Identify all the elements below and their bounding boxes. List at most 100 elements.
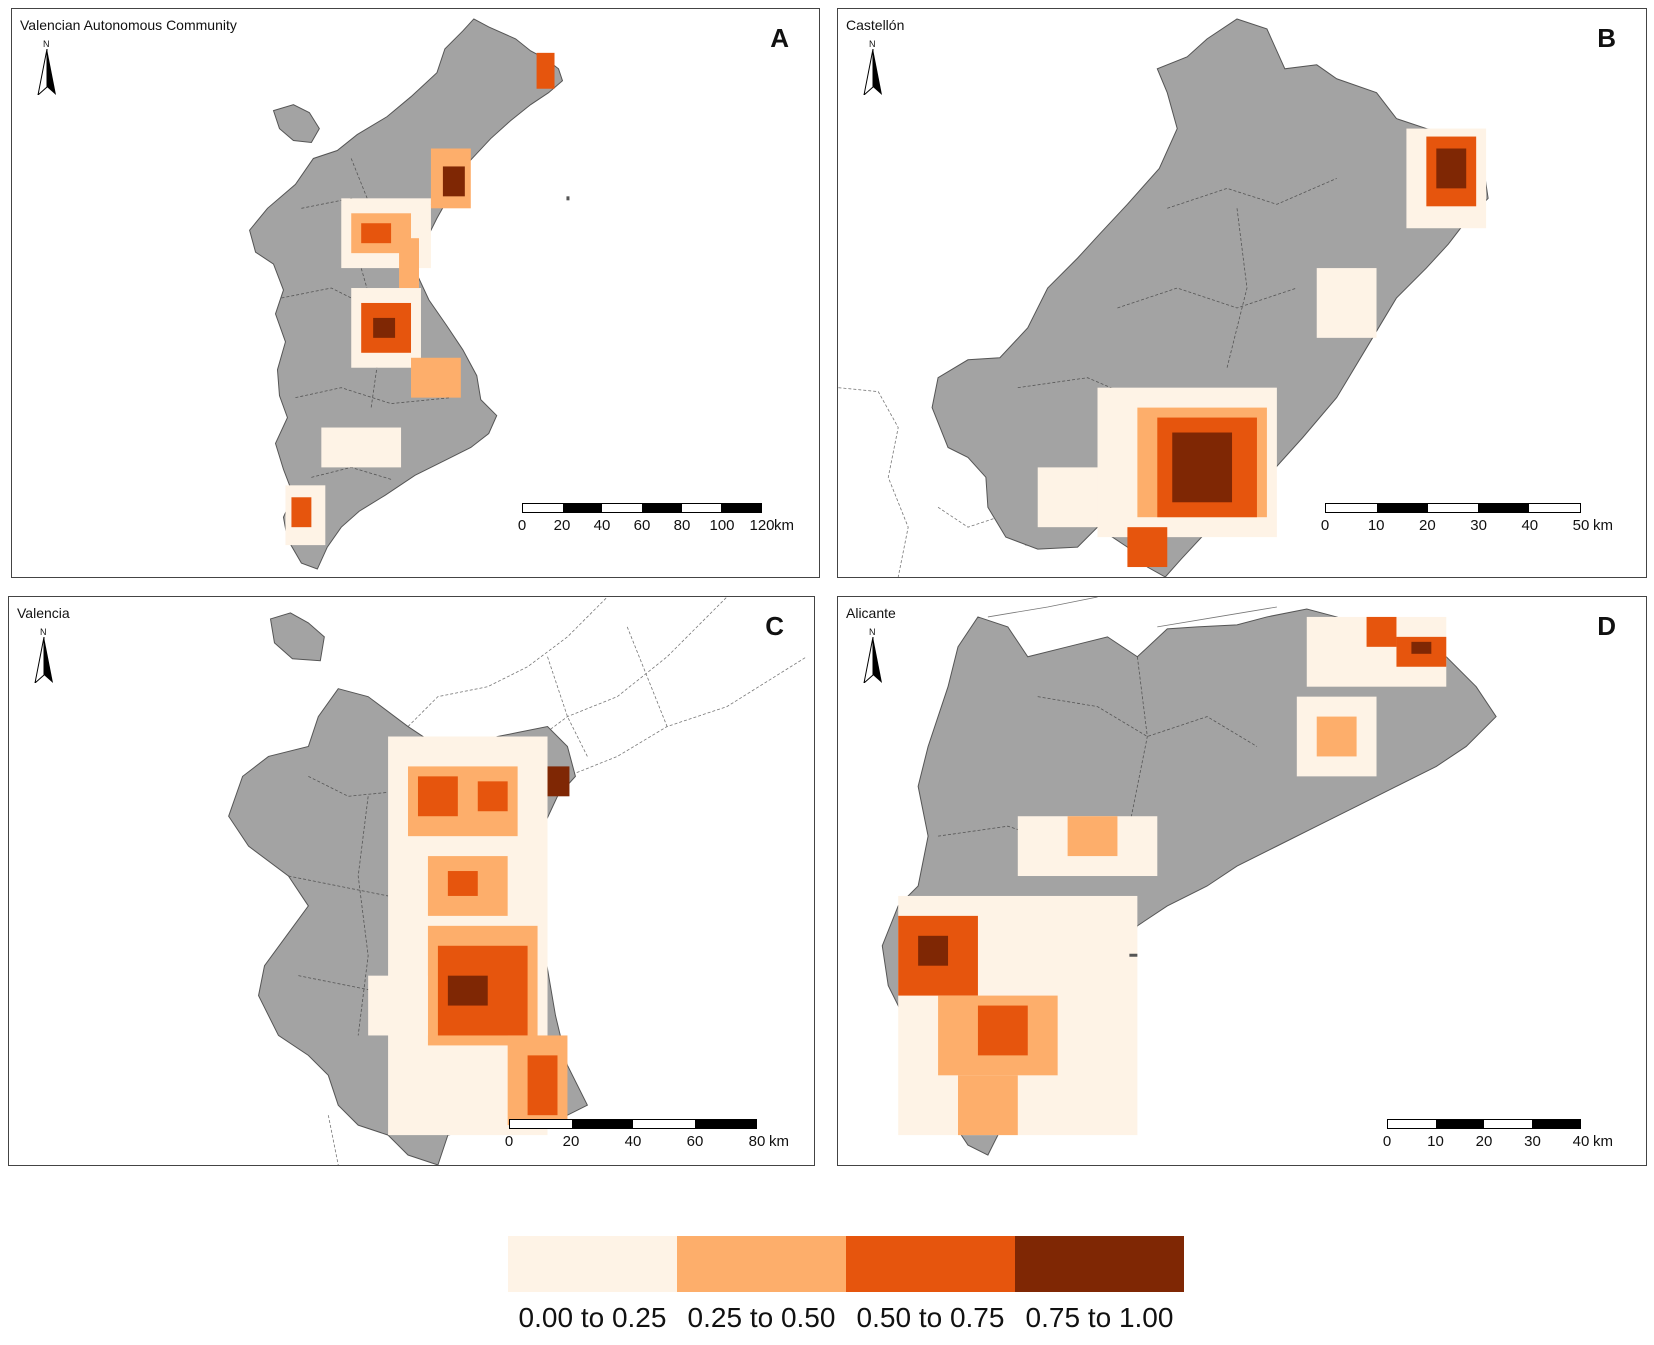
scale-tick-label: 20 xyxy=(1475,1133,1493,1150)
legend-swatches xyxy=(508,1236,1184,1292)
map-panel-c: Valencia C N 0 20 40 60 80 km xyxy=(8,596,815,1166)
legend-swatch xyxy=(677,1236,846,1292)
north-label: N xyxy=(43,39,50,49)
scale-bar: 0 10 20 30 40 50 km xyxy=(1321,503,1631,545)
island-shape xyxy=(269,612,325,662)
region-map-c xyxy=(228,597,807,1165)
scale-bar-segment xyxy=(1436,1120,1484,1128)
scale-bar-segment xyxy=(694,1120,756,1128)
scale-bar-segments xyxy=(1325,503,1581,513)
islet-shape xyxy=(566,196,570,201)
scale-tick-label: 20 xyxy=(1419,517,1436,534)
suitability-cells xyxy=(1037,128,1487,568)
scale-bar-segment xyxy=(1484,1120,1532,1128)
scale-bar-segment xyxy=(571,1120,633,1128)
legend-swatch xyxy=(846,1236,1015,1292)
scale-bar-segments xyxy=(522,503,762,513)
outside-borders xyxy=(987,597,1277,628)
scale-tick-label: 40 xyxy=(1521,517,1539,534)
scale-unit-label: km xyxy=(769,1133,789,1150)
map-panel-a: Valencian Autonomous Community A N 0 20 40… xyxy=(11,8,820,578)
legend: 0.00 to 0.25 0.25 to 0.50 0.50 to 0.75 0… xyxy=(508,1236,1184,1336)
scale-bar: 0 20 40 60 80 km xyxy=(505,1119,807,1161)
suitability-cells xyxy=(898,616,1447,1136)
scale-bar-segment xyxy=(523,504,563,512)
scale-tick-label: 20 xyxy=(553,517,571,534)
scale-unit-label: km xyxy=(774,517,794,534)
scale-tick-label: 10 xyxy=(1427,1133,1444,1150)
scale-tick-label: 20 xyxy=(562,1133,580,1150)
scale-bar-segment xyxy=(602,504,643,512)
scale-bar-segment xyxy=(642,504,682,512)
scale-tick-label: 80 xyxy=(673,517,691,534)
panel-title: Valencia xyxy=(17,605,70,621)
outside-borders xyxy=(327,597,807,1165)
region-map-a xyxy=(249,18,570,570)
panel-title: Alicante xyxy=(846,605,896,621)
panel-letter: D xyxy=(1597,611,1616,641)
scale-bar-segment xyxy=(721,504,762,512)
outside-borders xyxy=(838,387,1029,577)
panel-letter: B xyxy=(1597,23,1616,53)
scale-tick-label: 100 xyxy=(709,517,735,534)
legend-swatch xyxy=(1015,1236,1184,1292)
scale-tick-label: 40 xyxy=(624,1133,642,1150)
scale-bar-segment xyxy=(681,504,722,512)
legend-labels: 0.00 to 0.25 0.25 to 0.50 0.50 to 0.75 0… xyxy=(508,1302,1184,1334)
scale-tick-label: 40 xyxy=(1572,1133,1590,1150)
north-label: N xyxy=(869,627,876,637)
scale-tick-label: 40 xyxy=(593,517,611,534)
panel-letter: A xyxy=(770,23,789,53)
scale-bar-segments xyxy=(1387,1119,1581,1129)
scale-bar-segment xyxy=(1529,504,1580,512)
legend-label: 0.50 to 0.75 xyxy=(856,1302,1005,1333)
legend-label: 0.00 to 0.25 xyxy=(518,1302,667,1333)
scale-tick-label: 0 xyxy=(1320,517,1330,534)
scale-tick-label: 120 xyxy=(749,517,775,534)
scale-bar-segment xyxy=(562,504,603,512)
scale-tick-label: 30 xyxy=(1524,1133,1541,1150)
scale-tick-label: 10 xyxy=(1367,517,1385,534)
panel-title: Valencian Autonomous Community xyxy=(20,17,237,33)
scale-bar-segment xyxy=(510,1120,572,1128)
scale-bar-segment xyxy=(1388,1120,1436,1128)
scale-tick-label: 0 xyxy=(504,1133,514,1150)
region-map-b xyxy=(838,18,1489,577)
suitability-cells xyxy=(368,736,570,1136)
scale-bar: 0 10 20 30 40 km xyxy=(1383,1119,1631,1161)
scale-bar: 0 20 40 60 80 100 120 km xyxy=(518,503,812,545)
north-arrow-icon: N xyxy=(33,627,57,685)
scale-unit-label: km xyxy=(1593,1133,1613,1150)
scale-tick-label: 50 xyxy=(1572,517,1590,534)
panel-title: Castellón xyxy=(846,17,905,33)
scale-tick-label: 0 xyxy=(1382,1133,1392,1150)
scale-bar-segment xyxy=(1326,504,1377,512)
region-map-d xyxy=(881,597,1497,1156)
scale-bar-segment xyxy=(1427,504,1479,512)
map-panel-d: Alicante D N 0 10 20 30 40 km xyxy=(837,596,1647,1166)
legend-swatch xyxy=(508,1236,677,1292)
suitability-cells xyxy=(285,52,555,546)
island-shape xyxy=(272,104,320,144)
scale-bar-segment xyxy=(1376,504,1428,512)
north-label: N xyxy=(40,627,47,637)
north-label: N xyxy=(869,39,876,49)
legend-label: 0.75 to 1.00 xyxy=(1025,1302,1174,1333)
legend-label: 0.25 to 0.50 xyxy=(687,1302,836,1333)
scale-unit-label: km xyxy=(1593,517,1613,534)
scale-bar-segment xyxy=(633,1120,695,1128)
panel-letter: C xyxy=(765,611,784,641)
scale-tick-label: 80 xyxy=(748,1133,766,1150)
scale-bar-segments xyxy=(509,1119,757,1129)
north-arrow-icon: N xyxy=(862,39,886,97)
map-panel-b: Castellón B N 0 10 20 30 40 50 km xyxy=(837,8,1647,578)
province-borders xyxy=(288,776,399,1036)
scale-tick-label: 60 xyxy=(633,517,651,534)
scale-tick-label: 30 xyxy=(1470,517,1487,534)
scale-tick-label: 0 xyxy=(517,517,527,534)
scale-bar-segment xyxy=(1478,504,1530,512)
north-arrow-icon: N xyxy=(36,39,60,97)
islet-shape xyxy=(1129,953,1138,957)
scale-bar-segment xyxy=(1532,1120,1580,1128)
north-arrow-icon: N xyxy=(862,627,886,685)
